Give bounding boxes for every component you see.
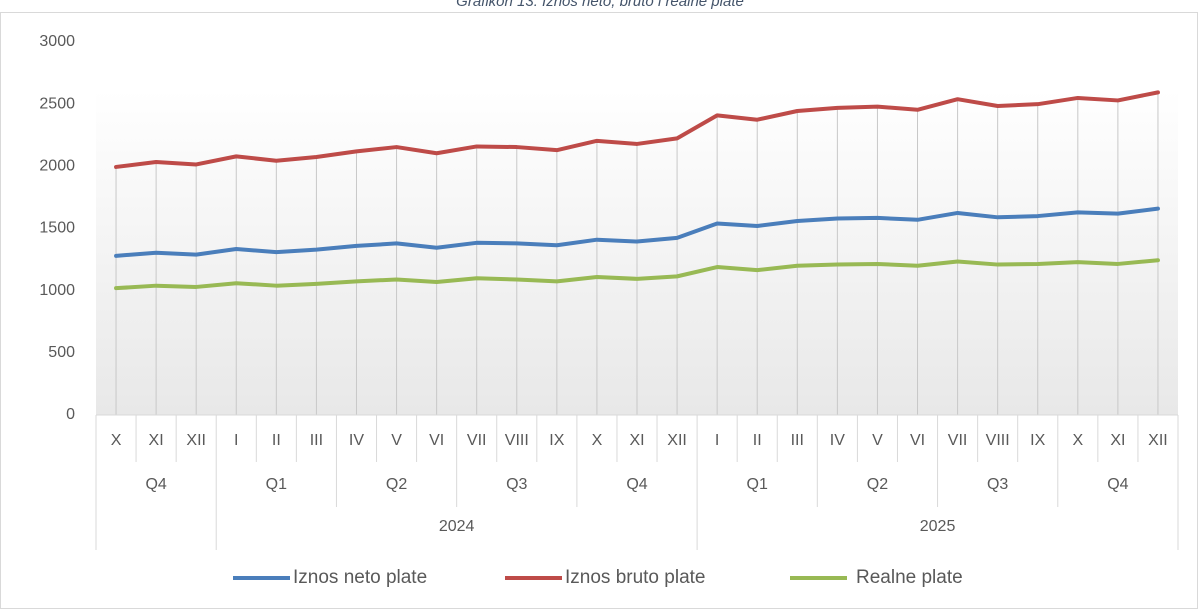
y-tick-label: 2500 — [39, 95, 75, 112]
x-tick-label: XII — [186, 432, 206, 449]
x-tick-label: XI — [1110, 432, 1125, 449]
series-line — [114, 206, 1160, 258]
x-tick-label: III — [791, 432, 804, 449]
x-tick-label: VIII — [986, 432, 1010, 449]
x-tick-label: X — [111, 432, 122, 449]
quarter-label: Q3 — [506, 476, 527, 493]
y-tick-label: 500 — [48, 344, 75, 361]
quarter-label: Q4 — [626, 476, 647, 493]
y-tick-label: 3000 — [39, 33, 75, 50]
x-tick-label: X — [592, 432, 603, 449]
x-tick-label: IV — [830, 432, 845, 449]
x-tick-label: VIII — [505, 432, 529, 449]
quarter-label: Q2 — [867, 476, 888, 493]
quarter-label: Q2 — [386, 476, 407, 493]
chart-title: Grafikon 13: Iznos neto, bruto i realne … — [456, 0, 744, 10]
quarter-label: Q3 — [987, 476, 1008, 493]
x-tick-label: III — [310, 432, 323, 449]
quarter-label: Q4 — [145, 476, 166, 493]
x-tick-label: IX — [549, 432, 564, 449]
quarter-label: Q1 — [747, 476, 768, 493]
x-tick-label: VII — [467, 432, 487, 449]
chart-border — [0, 12, 1198, 609]
legend-label: Iznos neto plate — [293, 567, 427, 588]
quarter-label: Q4 — [1107, 476, 1128, 493]
x-tick-label: XI — [149, 432, 164, 449]
x-tick-label: VI — [910, 432, 925, 449]
quarter-label: Q1 — [266, 476, 287, 493]
x-tick-label: I — [234, 432, 238, 449]
x-tick-label: XI — [629, 432, 644, 449]
y-tick-label: 2000 — [39, 158, 75, 175]
x-tick-label: V — [872, 432, 883, 449]
x-tick-label: VI — [429, 432, 444, 449]
x-tick-label: IV — [349, 432, 364, 449]
x-tick-label: II — [753, 432, 762, 449]
x-tick-label: I — [715, 432, 719, 449]
year-label: 2025 — [920, 518, 956, 535]
y-tick-label: 1000 — [39, 282, 75, 299]
y-tick-label: 1500 — [39, 220, 75, 237]
x-tick-label: VII — [948, 432, 968, 449]
year-label: 2024 — [439, 518, 475, 535]
x-tick-label: X — [1072, 432, 1083, 449]
y-tick-label: 0 — [66, 406, 75, 423]
series-line — [114, 258, 1160, 291]
series-line — [114, 90, 1160, 169]
x-tick-label: II — [272, 432, 281, 449]
x-tick-label: V — [391, 432, 402, 449]
x-tick-label: XII — [667, 432, 687, 449]
x-tick-label: XII — [1148, 432, 1168, 449]
legend-label: Realne plate — [856, 567, 963, 588]
x-tick-label: IX — [1030, 432, 1045, 449]
legend-label: Iznos bruto plate — [565, 567, 705, 588]
